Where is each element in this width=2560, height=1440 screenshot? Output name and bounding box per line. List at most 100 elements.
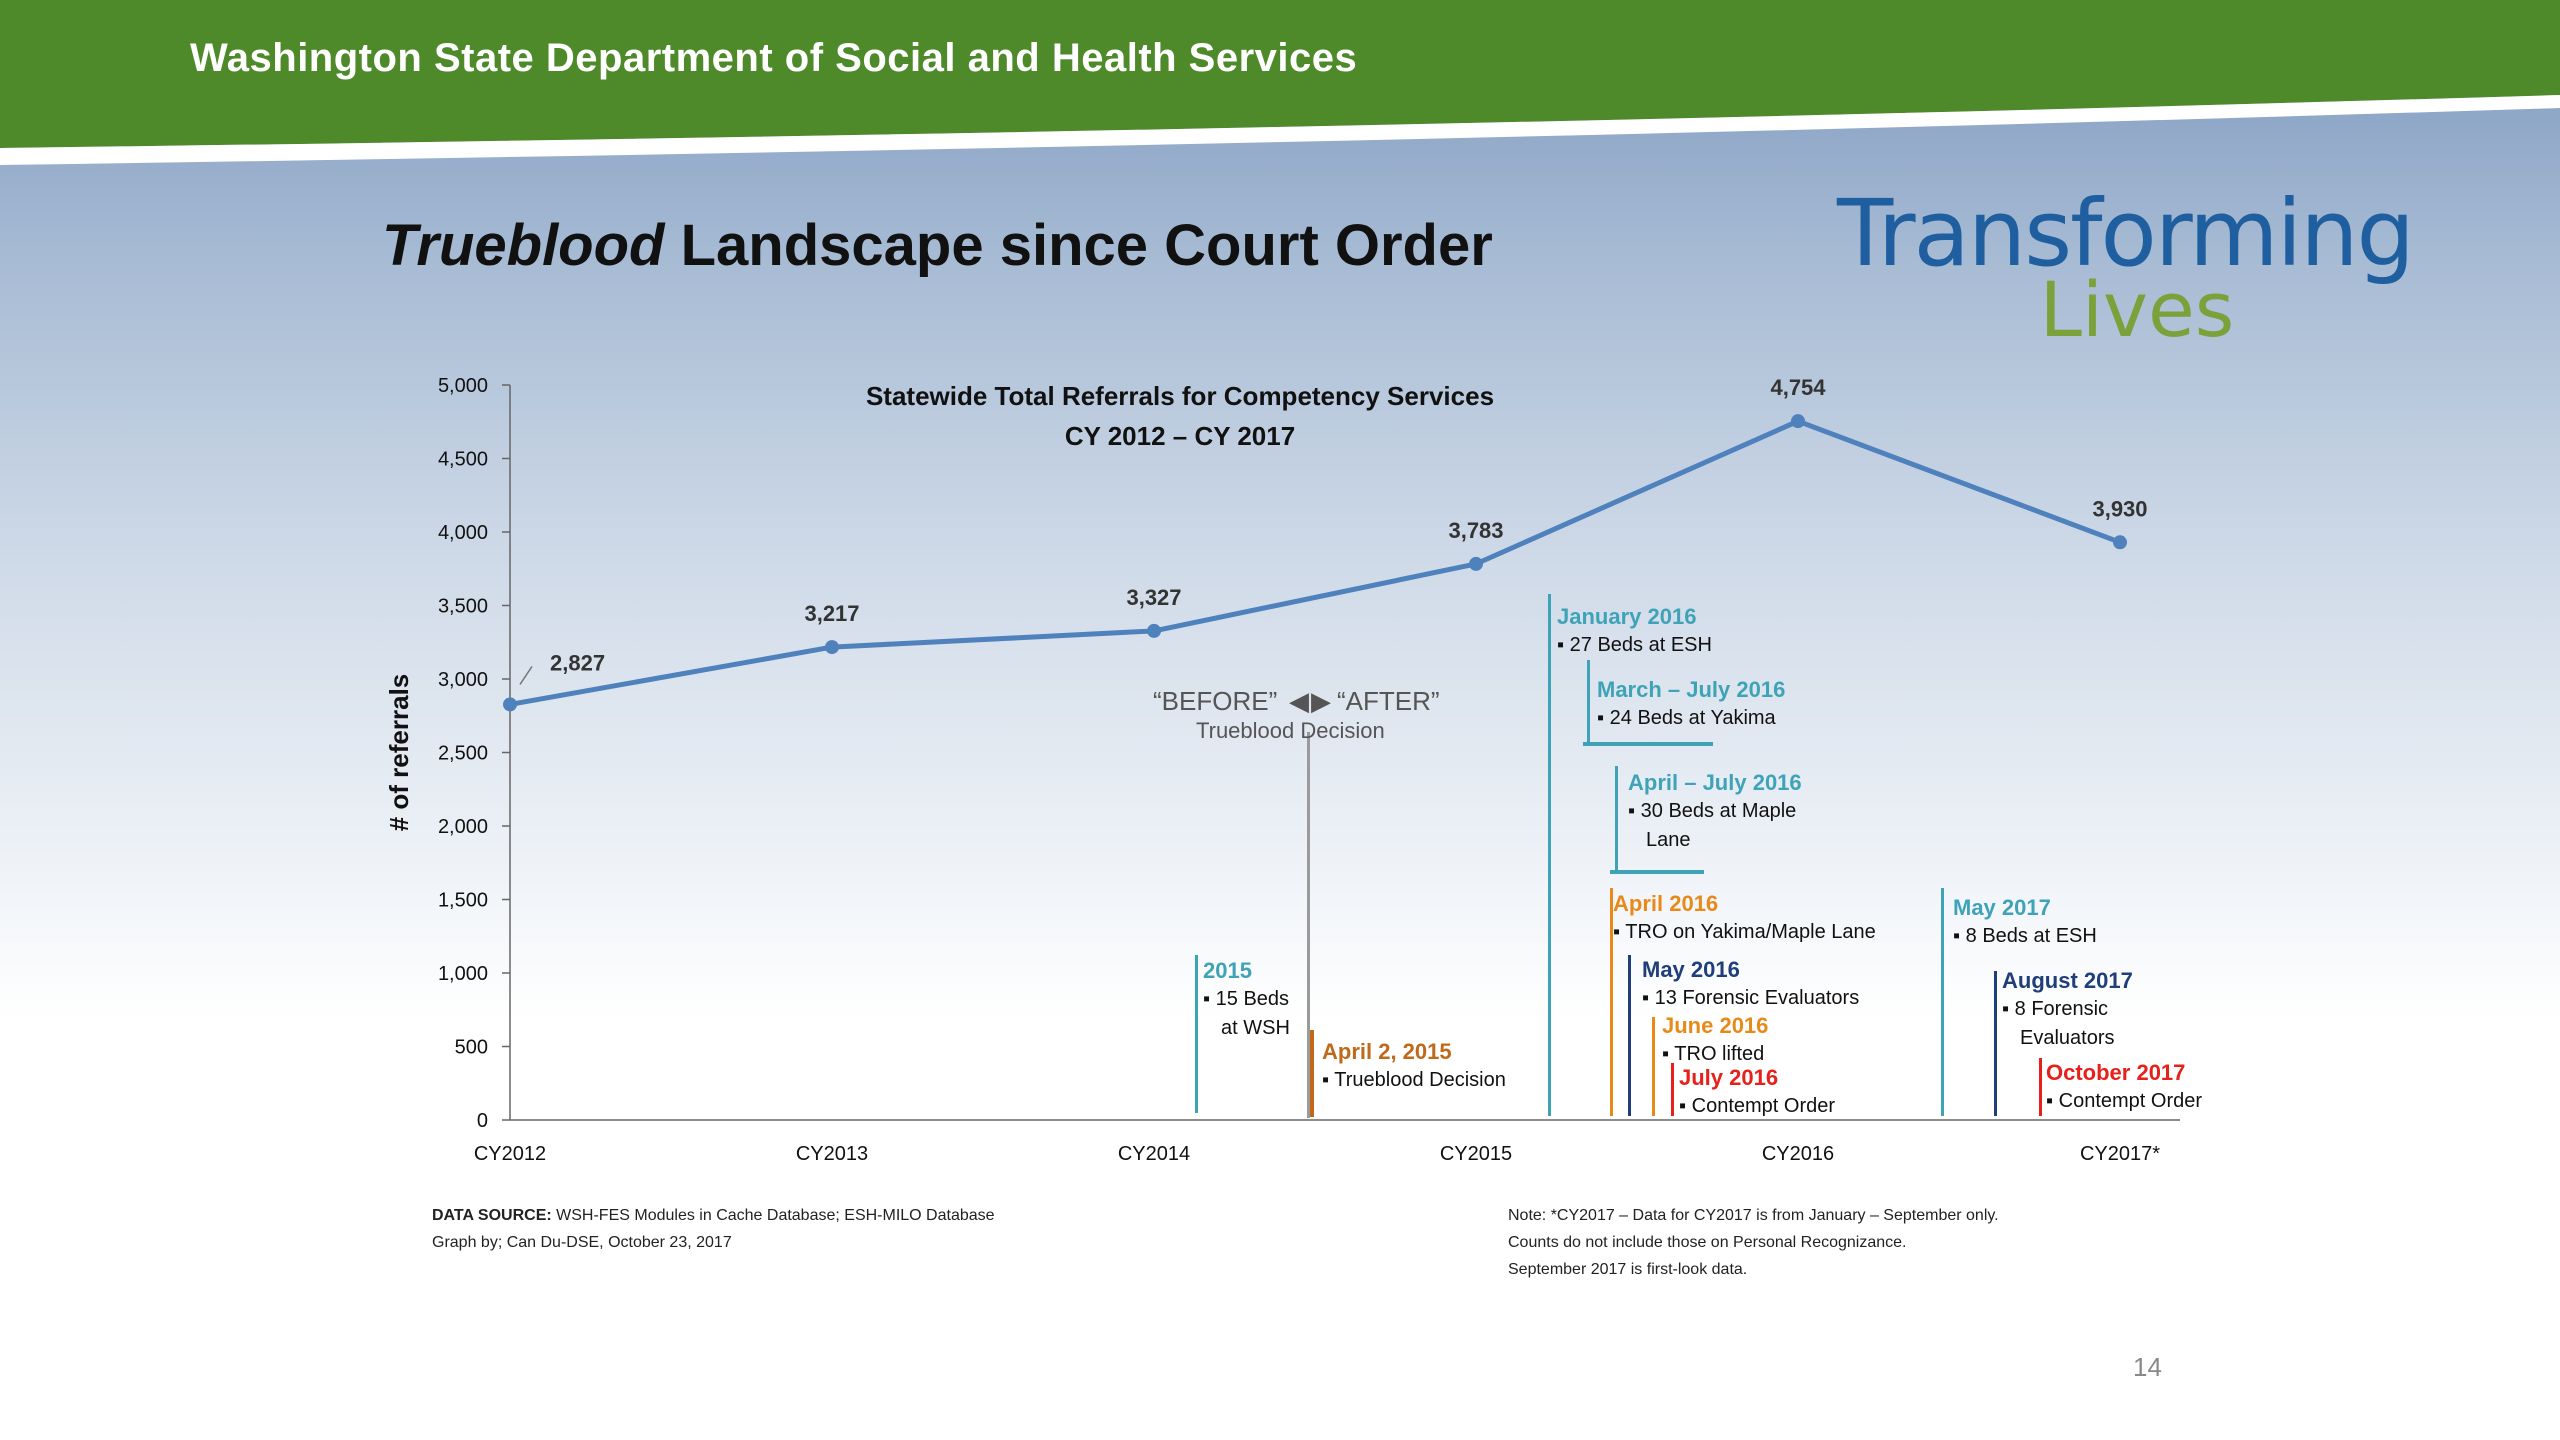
before-arrow-icon: ◀ — [1289, 686, 1309, 716]
bar-2015-beds — [1195, 955, 1198, 1113]
ann-aug-2017-item2: Evaluators — [2020, 1027, 2115, 1049]
footnote: Note: *CY2017 – Data for CY2017 is from … — [1508, 1202, 1999, 1283]
y-axis-label: # of referrals — [384, 674, 414, 832]
data-label: 3,783 — [1448, 518, 1503, 543]
bar-may-2017 — [1941, 888, 1944, 1116]
ann-2015-beds-heading: 2015 — [1203, 958, 1252, 983]
x-tick-label: CY2012 — [474, 1143, 546, 1165]
chart-title-line1: Statewide Total Referrals for Competency… — [865, 381, 1495, 411]
ann-jul-2016: July 2016 ▪ Contempt Order — [1679, 1063, 1835, 1121]
footnote-line1: Note: *CY2017 – Data for CY2017 is from … — [1508, 1207, 1999, 1224]
chart-title: Statewide Total Referrals for Competency… — [740, 376, 1620, 456]
ann-jun-2016: June 2016 ▪ TRO lifted — [1662, 1011, 1768, 1069]
x-tick-label: CY2016 — [1762, 1143, 1834, 1165]
x-tick-label: CY2013 — [796, 1143, 868, 1165]
page-number: 14 — [2133, 1352, 2162, 1382]
header-banner — [0, 0, 2560, 165]
y-tick-label: 4,500 — [438, 449, 488, 471]
data-label: 3,930 — [2092, 496, 2147, 521]
logo-line1: Transforming — [1837, 180, 2415, 287]
y-tick-label: 1,000 — [438, 963, 488, 985]
ann-mar-jul-2016: March – July 2016 ▪ 24 Beds at Yakima — [1597, 675, 1785, 733]
y-tick-label: 0 — [477, 1110, 488, 1132]
ann-jul-2016-item1: ▪ Contempt Order — [1679, 1095, 1836, 1117]
referrals-series-line — [509, 418, 2121, 707]
ann-apr-2016-heading: April 2016 — [1613, 891, 1719, 916]
y-tick-label: 5,000 — [438, 375, 488, 397]
bar-april-2015 — [1310, 1030, 1314, 1117]
bar-jun-2016 — [1652, 1017, 1655, 1116]
slide-title-rest: Landscape since Court Order — [664, 213, 1493, 278]
trueblood-decision-label: Trueblood Decision — [1196, 718, 1385, 743]
ann-2015-beds-item1: ▪ 15 Beds — [1203, 988, 1290, 1010]
footnote-line3: September 2017 is first-look data. — [1508, 1261, 1748, 1278]
ann-apr-jul-2016-item1: ▪ 30 Beds at Maple — [1628, 800, 1797, 822]
data-point — [1469, 556, 1483, 571]
bar-apr-jul-2016-base — [1610, 870, 1702, 874]
y-tick-label: 3,000 — [438, 669, 488, 691]
after-arrow-icon: ▶ — [1311, 686, 1331, 716]
data-label: 3,327 — [1126, 585, 1181, 610]
data-source-text: WSH-FES Modules in Cache Database; ESH-M… — [551, 1207, 995, 1224]
ann-april-2015-item1: ▪ Trueblood Decision — [1322, 1069, 1506, 1091]
ann-aug-2017-heading: August 2017 — [2002, 968, 2133, 993]
ann-2015-beds: 2015 ▪ 15 Beds at WSH — [1203, 956, 1290, 1043]
ann-jul-2016-heading: July 2016 — [1679, 1065, 1779, 1090]
ann-apr-jul-2016-item2: Lane — [1646, 829, 1691, 851]
agency-name: Washington State Department of Social an… — [190, 36, 1358, 80]
ann-oct-2017: October 2017 ▪ Contempt Order — [2046, 1058, 2202, 1116]
bar-oct-2017 — [2039, 1058, 2042, 1116]
ann-jun-2016-heading: June 2016 — [1662, 1013, 1769, 1038]
ann-mar-jul-2016-item1: ▪ 24 Beds at Yakima — [1597, 707, 1776, 729]
y-tick-label: 500 — [455, 1037, 488, 1059]
bar-jan-2016 — [1548, 594, 1551, 1116]
ann-may-2016-heading: May 2016 — [1642, 957, 1740, 982]
ann-april-2015: April 2, 2015 ▪ Trueblood Decision — [1322, 1037, 1506, 1095]
ann-oct-2017-item1: ▪ Contempt Order — [2046, 1090, 2203, 1112]
ann-aug-2017: August 2017 ▪ 8 Forensic Evaluators — [2002, 966, 2133, 1053]
ann-apr-jul-2016: April – July 2016 ▪ 30 Beds at Maple Lan… — [1628, 768, 1802, 855]
data-point — [503, 697, 517, 712]
bar-may-2016 — [1628, 955, 1631, 1116]
chart-title-line2: CY 2012 – CY 2017 — [1064, 421, 1296, 451]
x-tick-label: CY2014 — [1118, 1143, 1190, 1165]
data-point — [1147, 623, 1161, 638]
data-source-note: DATA SOURCE: WSH-FES Modules in Cache Da… — [432, 1202, 995, 1256]
ann-aug-2017-item1: ▪ 8 Forensic — [2002, 998, 2109, 1020]
ann-may-2017: May 2017 ▪ 8 Beds at ESH — [1953, 893, 2097, 951]
bar-apr-2016 — [1610, 888, 1613, 1116]
y-tick-label: 4,000 — [438, 522, 488, 544]
ann-jan-2016-heading: January 2016 — [1557, 604, 1697, 629]
ann-2015-beds-item2: at WSH — [1221, 1017, 1290, 1039]
ann-april-2015-heading: April 2, 2015 — [1322, 1039, 1452, 1064]
ann-mar-jul-2016-heading: March – July 2016 — [1597, 677, 1786, 702]
data-label: 3,217 — [804, 601, 859, 626]
data-point — [1791, 414, 1805, 429]
ann-apr-2016-item1: ▪ TRO on Yakima/Maple Lane — [1613, 921, 1876, 943]
y-tick-label: 1,500 — [438, 890, 488, 912]
ann-oct-2017-heading: October 2017 — [2046, 1060, 2186, 1085]
ann-apr-2016: April 2016 ▪ TRO on Yakima/Maple Lane — [1613, 889, 1876, 947]
data-label: 2,827 — [550, 650, 605, 675]
before-after-divider — [1307, 732, 1310, 1118]
before-label: “BEFORE” — [1153, 686, 1278, 716]
data-label-leader — [519, 666, 533, 685]
ann-may-2017-item1: ▪ 8 Beds at ESH — [1953, 925, 2097, 947]
ann-apr-jul-2016-heading: April – July 2016 — [1628, 770, 1802, 795]
logo-line2: Lives — [2039, 265, 2235, 354]
ann-jan-2016: January 2016 ▪ 27 Beds at ESH — [1557, 602, 1712, 660]
y-tick-label: 3,500 — [438, 596, 488, 618]
data-label: 4,754 — [1770, 375, 1826, 400]
data-point — [825, 640, 839, 655]
ann-jun-2016-item1: ▪ TRO lifted — [1662, 1043, 1765, 1065]
ann-jan-2016-item1: ▪ 27 Beds at ESH — [1557, 634, 1712, 656]
slide-title-italic: Trueblood — [382, 213, 665, 278]
graph-by-text: Graph by; Can Du-DSE, October 23, 2017 — [432, 1234, 732, 1251]
footnote-line2: Counts do not include those on Personal … — [1508, 1234, 1907, 1251]
data-source-label: DATA SOURCE: — [432, 1207, 552, 1224]
after-label: “AFTER” — [1337, 686, 1440, 716]
x-tick-label: CY2017* — [2080, 1143, 2160, 1165]
ann-may-2016-item1: ▪ 13 Forensic Evaluators — [1642, 987, 1860, 1009]
